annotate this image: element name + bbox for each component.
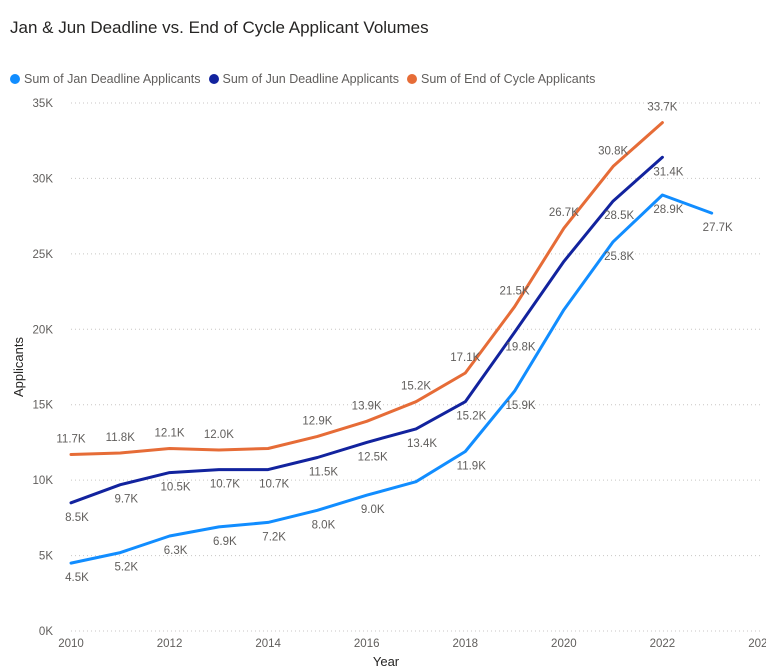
data-label: 11.8K <box>106 432 136 444</box>
data-label: 17.1K <box>450 352 480 364</box>
legend-label-jan: Sum of Jan Deadline Applicants <box>24 72 201 86</box>
data-labels: 4.5K 5.2K 6.3K 6.9K 7.2K 8.0K 9.0K 11.9K 15.9K 25… <box>56 102 733 585</box>
y-tick-label: 5K <box>39 551 53 563</box>
data-label: 15.2K <box>456 411 486 423</box>
data-label: 7.2K <box>262 531 286 543</box>
data-label: 12.5K <box>358 451 388 463</box>
data-label: 8.0K <box>312 519 336 531</box>
data-label: 12.0K <box>204 429 234 441</box>
data-label: 26.7K <box>549 207 579 219</box>
x-tick-label: 2020 <box>551 638 577 650</box>
data-label: 25.8K <box>604 251 634 263</box>
y-tick-label: 0K <box>39 626 53 638</box>
data-label: 15.9K <box>506 400 536 412</box>
data-label: 12.1K <box>155 427 185 439</box>
data-label: 30.8K <box>598 145 628 157</box>
data-label: 13.4K <box>407 438 437 450</box>
legend-item-end[interactable]: Sum of End of Cycle Applicants <box>407 72 595 86</box>
legend: Sum of Jan Deadline Applicants Sum of Ju… <box>10 72 595 86</box>
data-label: 21.5K <box>500 286 530 298</box>
data-label: 11.5K <box>309 467 339 479</box>
x-axis-title: Year <box>373 654 400 669</box>
y-tick-label: 20K <box>33 324 54 336</box>
data-label: 10.7K <box>259 479 289 491</box>
y-tick-label: 35K <box>33 98 54 110</box>
data-label: 10.5K <box>161 482 191 494</box>
legend-item-jan[interactable]: Sum of Jan Deadline Applicants <box>10 72 201 86</box>
y-tick-label: 15K <box>33 400 54 412</box>
legend-label-end: Sum of End of Cycle Applicants <box>421 72 596 86</box>
data-label: 28.5K <box>604 210 634 222</box>
y-tick-label: 25K <box>33 249 54 261</box>
data-label: 11.7K <box>56 433 86 445</box>
data-label: 5.2K <box>114 562 138 574</box>
x-tick-label: 2022 <box>650 638 676 650</box>
data-label: 8.5K <box>65 512 89 524</box>
data-label: 6.3K <box>164 545 188 557</box>
data-label: 27.7K <box>703 222 733 234</box>
data-label: 15.2K <box>401 381 431 393</box>
series-line-1[interactable] <box>69 155 664 505</box>
series-lines <box>69 121 714 565</box>
data-label: 33.7K <box>647 102 677 114</box>
series-line-0[interactable] <box>69 193 714 565</box>
data-label: 6.9K <box>213 536 237 548</box>
legend-label-jun: Sum of Jun Deadline Applicants <box>222 72 400 86</box>
legend-marker-end <box>407 74 417 84</box>
x-tick-label: 2010 <box>58 638 84 650</box>
x-tick-label: 2018 <box>452 638 478 650</box>
legend-item-jun[interactable]: Sum of Jun Deadline Applicants <box>208 72 400 86</box>
y-axis-ticks: 0K 5K 10K 15K 20K 25K 30K 35K <box>33 98 54 638</box>
x-tick-label: 2016 <box>354 638 380 650</box>
y-axis-title: Applicants <box>11 337 26 397</box>
data-label: 9.0K <box>361 504 385 516</box>
x-tick-label: 2014 <box>255 638 281 650</box>
chart-title: Jan & Jun Deadline vs. End of Cycle Appl… <box>10 18 429 37</box>
legend-marker-jan <box>10 74 20 84</box>
series-line-2[interactable] <box>69 121 664 456</box>
y-tick-label: 10K <box>33 475 54 487</box>
data-label: 31.4K <box>653 166 683 178</box>
data-label: 10.7K <box>210 479 240 491</box>
y-tick-label: 30K <box>33 173 54 185</box>
data-label: 13.9K <box>352 400 382 412</box>
legend-marker-jun <box>208 74 219 84</box>
data-label: 28.9K <box>653 204 683 216</box>
data-label: 9.7K <box>114 494 138 506</box>
data-label: 12.9K <box>302 415 332 427</box>
x-tick-label: 2012 <box>157 638 183 650</box>
data-label: 19.8K <box>506 341 536 353</box>
data-label: 4.5K <box>65 572 89 584</box>
data-label: 11.9K <box>457 460 487 472</box>
